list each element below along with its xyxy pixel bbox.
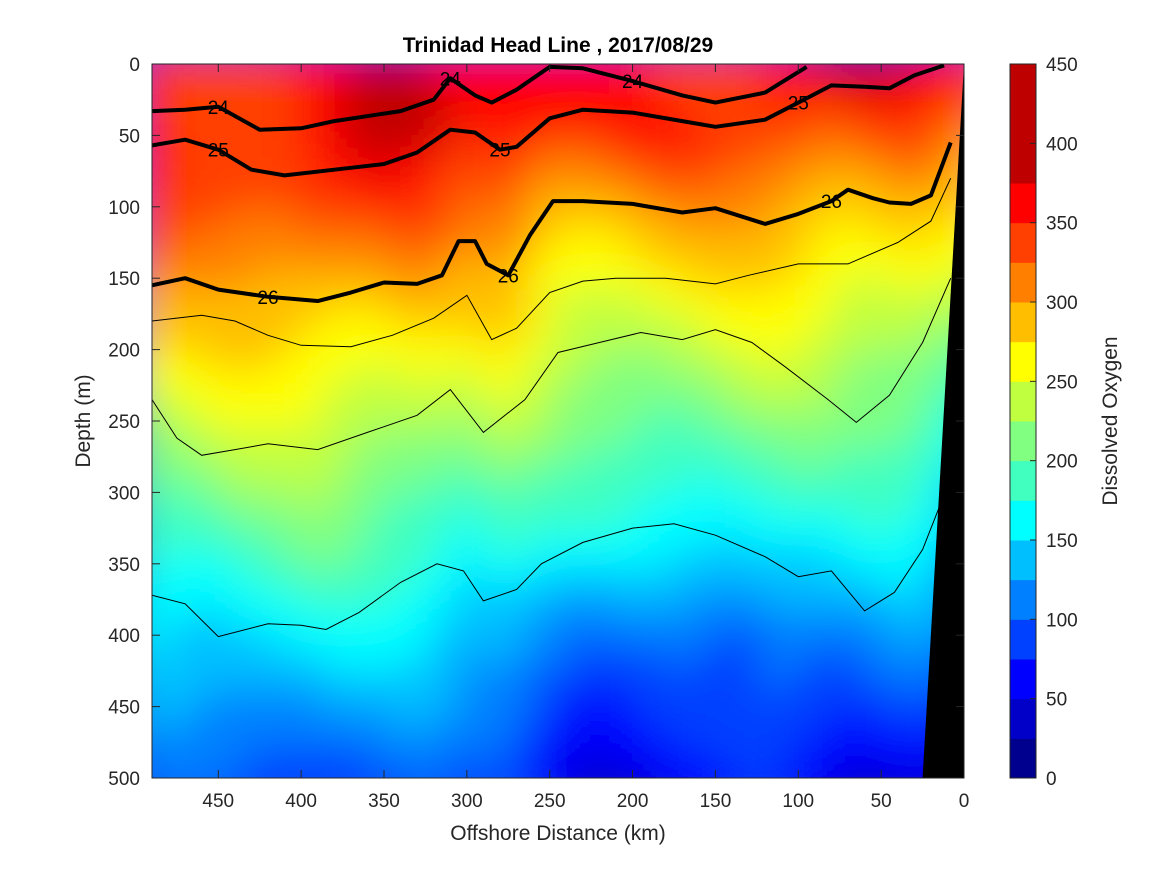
colorbar-band: [1010, 341, 1036, 382]
colorbar-tick-label: 50: [1046, 690, 1067, 711]
x-tick-label: 50: [871, 791, 892, 812]
contour-label-24: 24: [440, 69, 462, 90]
isopycnal-26-line: [152, 141, 953, 303]
contour-label-26: 26: [498, 266, 519, 287]
x-axis: 450 400 350 300 250 200 150 100 50 0: [202, 64, 969, 812]
colorbar-band: [1010, 540, 1036, 581]
colorbar-band: [1010, 500, 1036, 541]
colorbar-tick-label: 450: [1046, 55, 1078, 76]
colorbar-band: [1010, 659, 1036, 700]
contour-label-25: 25: [208, 141, 229, 162]
y-tick-label: 0: [129, 55, 140, 76]
x-tick-label: 300: [451, 791, 483, 812]
colorbar-tick-label: 250: [1046, 372, 1078, 393]
colorbar-label: Dissolved Oxygen: [1099, 336, 1122, 505]
colorbar-band: [1010, 183, 1036, 224]
contour-label-26: 26: [257, 288, 278, 309]
x-tick-label: 100: [782, 791, 814, 812]
x-tick-label: 150: [700, 791, 732, 812]
isopycnal-24-line: [152, 64, 808, 132]
colorbar-band: [1010, 262, 1036, 303]
isopycnal-25-line: [152, 64, 945, 178]
contour-labels: 24 24 24 25 25 25 26 26 26: [208, 69, 842, 309]
colorbar-band: [1010, 619, 1036, 660]
y-tick-label: 450: [108, 698, 140, 719]
colorbar-band: [1010, 579, 1036, 620]
y-axis: 0 50 100 150 200 250 300 350 400 450 500: [108, 55, 964, 790]
colorbar-band: [1010, 222, 1036, 263]
colorbar-tick-label: 150: [1046, 531, 1078, 552]
colorbar: 0 50 100 150 200 250 300 350 400 450: [1009, 55, 1078, 790]
colorbar-band: [1010, 698, 1036, 739]
colorbar-band: [1010, 64, 1036, 184]
plot-area: [152, 64, 964, 778]
colorbar-band: [1010, 738, 1036, 779]
colorbar-band: [1010, 381, 1036, 422]
y-tick-label: 400: [108, 626, 140, 647]
y-tick-label: 200: [108, 341, 140, 362]
colorbar-band: [1010, 302, 1036, 343]
colorbar-band: [1010, 421, 1036, 462]
x-axis-label: Offshore Distance (km): [450, 822, 666, 845]
chart-title: Trinidad Head Line , 2017/08/29: [403, 34, 713, 57]
x-tick-label: 250: [534, 791, 566, 812]
y-tick-label: 250: [108, 412, 140, 433]
colorbar-tick-label: 200: [1046, 452, 1078, 473]
y-tick-label: 300: [108, 483, 140, 504]
colorbar-tick-label: 400: [1046, 134, 1078, 155]
x-tick-label: 200: [617, 791, 649, 812]
isopycnal-contours: [152, 64, 953, 638]
contour-label-26: 26: [821, 192, 842, 213]
thin-contour-line: [152, 177, 952, 348]
oxygen-field: [152, 64, 964, 778]
y-tick-label: 350: [108, 555, 140, 576]
y-axis-label: Depth (m): [72, 374, 95, 467]
contour-label-24: 24: [622, 72, 644, 93]
contour-label-24: 24: [208, 98, 230, 119]
colorbar-band: [1010, 460, 1036, 501]
thin-contour-line: [152, 477, 952, 638]
colorbar-tick-label: 0: [1046, 769, 1057, 790]
y-tick-label: 150: [108, 269, 140, 290]
x-tick-label: 350: [368, 791, 400, 812]
seafloor-mask: [922, 64, 964, 778]
colorbar-tick-label: 300: [1046, 293, 1078, 314]
thin-contour-line: [152, 277, 952, 456]
y-tick-label: 100: [108, 198, 140, 219]
y-tick-label: 500: [108, 769, 140, 790]
contour-label-25: 25: [788, 94, 809, 115]
y-tick-label: 50: [119, 126, 140, 147]
colorbar-tick-label: 350: [1046, 214, 1078, 235]
x-tick-label: 400: [285, 791, 317, 812]
colorbar-tick-label: 100: [1046, 610, 1078, 631]
colorbar-frame: [1009, 63, 1037, 779]
x-tick-label: 0: [959, 791, 970, 812]
x-tick-label: 450: [202, 791, 234, 812]
contour-label-25: 25: [489, 141, 510, 162]
